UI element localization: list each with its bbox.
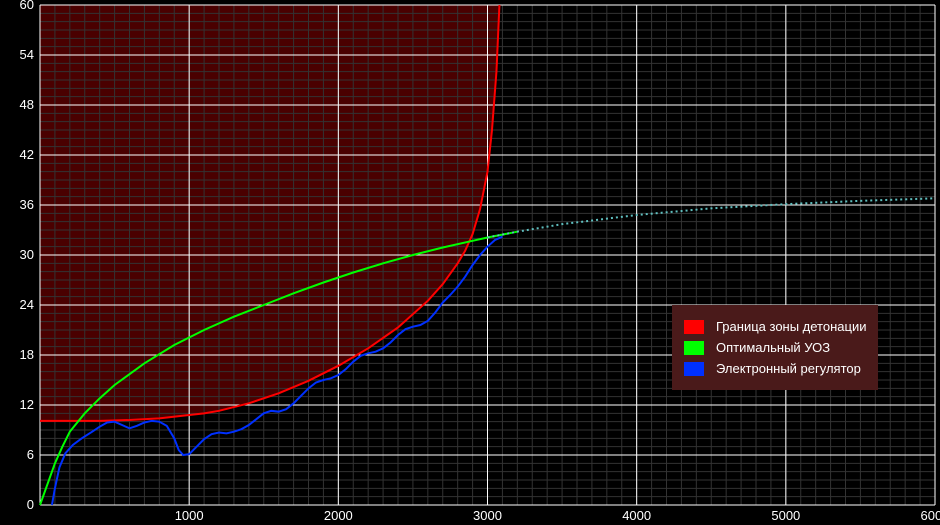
legend-swatch: [684, 341, 704, 355]
y-tick-label: 12: [20, 397, 34, 412]
y-tick-label: 30: [20, 247, 34, 262]
legend-swatch: [684, 362, 704, 376]
x-tick-label: 6000: [915, 508, 940, 523]
legend-label: Электронный регулятор: [716, 361, 861, 376]
y-tick-label: 54: [20, 47, 34, 62]
legend-label: Оптимальный УОЗ: [716, 340, 830, 355]
legend-item: Оптимальный УОЗ: [684, 340, 866, 355]
x-tick-label: 4000: [617, 508, 657, 523]
chart-container: 0 6 12 18 24 30 36 42 48 54 60 1000 2000 3000 4000 500…: [0, 0, 940, 525]
legend-swatch: [684, 320, 704, 334]
legend-label: Граница зоны детонации: [716, 319, 866, 334]
x-tick-label: 5000: [766, 508, 806, 523]
x-tick-label: 3000: [468, 508, 508, 523]
y-tick-label: 60: [20, 0, 34, 12]
y-tick-label: 18: [20, 347, 34, 362]
x-tick-label: 1000: [169, 508, 209, 523]
legend-item: Электронный регулятор: [684, 361, 866, 376]
y-tick-label: 6: [27, 447, 34, 462]
legend-item: Граница зоны детонации: [684, 319, 866, 334]
y-tick-label: 24: [20, 297, 34, 312]
y-tick-label: 42: [20, 147, 34, 162]
y-tick-label: 48: [20, 97, 34, 112]
y-tick-label: 36: [20, 197, 34, 212]
chart-svg: [0, 0, 940, 525]
y-tick-label: 0: [27, 497, 34, 512]
x-tick-label: 2000: [318, 508, 358, 523]
legend-box: Граница зоны детонации Оптимальный УОЗ Эле…: [672, 305, 878, 390]
